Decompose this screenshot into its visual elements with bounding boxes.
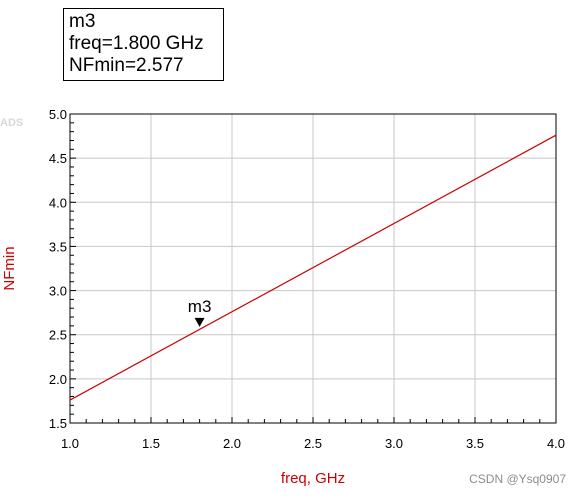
x-tick-label: 3.0	[385, 436, 403, 451]
x-tick-label: 1.0	[61, 436, 79, 451]
marker-readout-box[interactable]: m3 freq=1.800 GHz NFmin=2.577	[63, 8, 224, 81]
csdn-watermark: CSDN @Ysq0907	[469, 472, 566, 486]
marker-freq-readout: freq=1.800 GHz	[69, 33, 204, 54]
y-tick-label: 3.0	[49, 284, 67, 299]
marker-triangle	[194, 317, 205, 327]
y-tick-label: 4.0	[49, 195, 67, 210]
y-tick-label: 3.5	[49, 239, 67, 254]
x-tick-label: 3.5	[466, 436, 484, 451]
y-axis-label: NFmin	[1, 246, 18, 290]
y-tick-label: 2.0	[49, 372, 67, 387]
x-axis-label: freq, GHz	[281, 470, 345, 487]
marker-value-readout: NFmin=2.577	[69, 55, 184, 76]
y-tick-label: 1.5	[49, 416, 67, 431]
marker-name: m3	[69, 11, 96, 32]
x-tick-label: 1.5	[142, 436, 160, 451]
x-tick-label: 2.5	[304, 436, 322, 451]
y-tick-label: 4.5	[49, 151, 67, 166]
nfmin-trace	[69, 134, 557, 401]
plot-border	[69, 113, 557, 424]
marker-label: m3	[188, 297, 212, 316]
y-tick-label: 2.5	[49, 328, 67, 343]
x-tick-label: 4.0	[547, 436, 565, 451]
ads-logo: ADS	[0, 117, 24, 129]
y-tick-label: 5.0	[49, 107, 67, 122]
x-tick-label: 2.0	[223, 436, 241, 451]
